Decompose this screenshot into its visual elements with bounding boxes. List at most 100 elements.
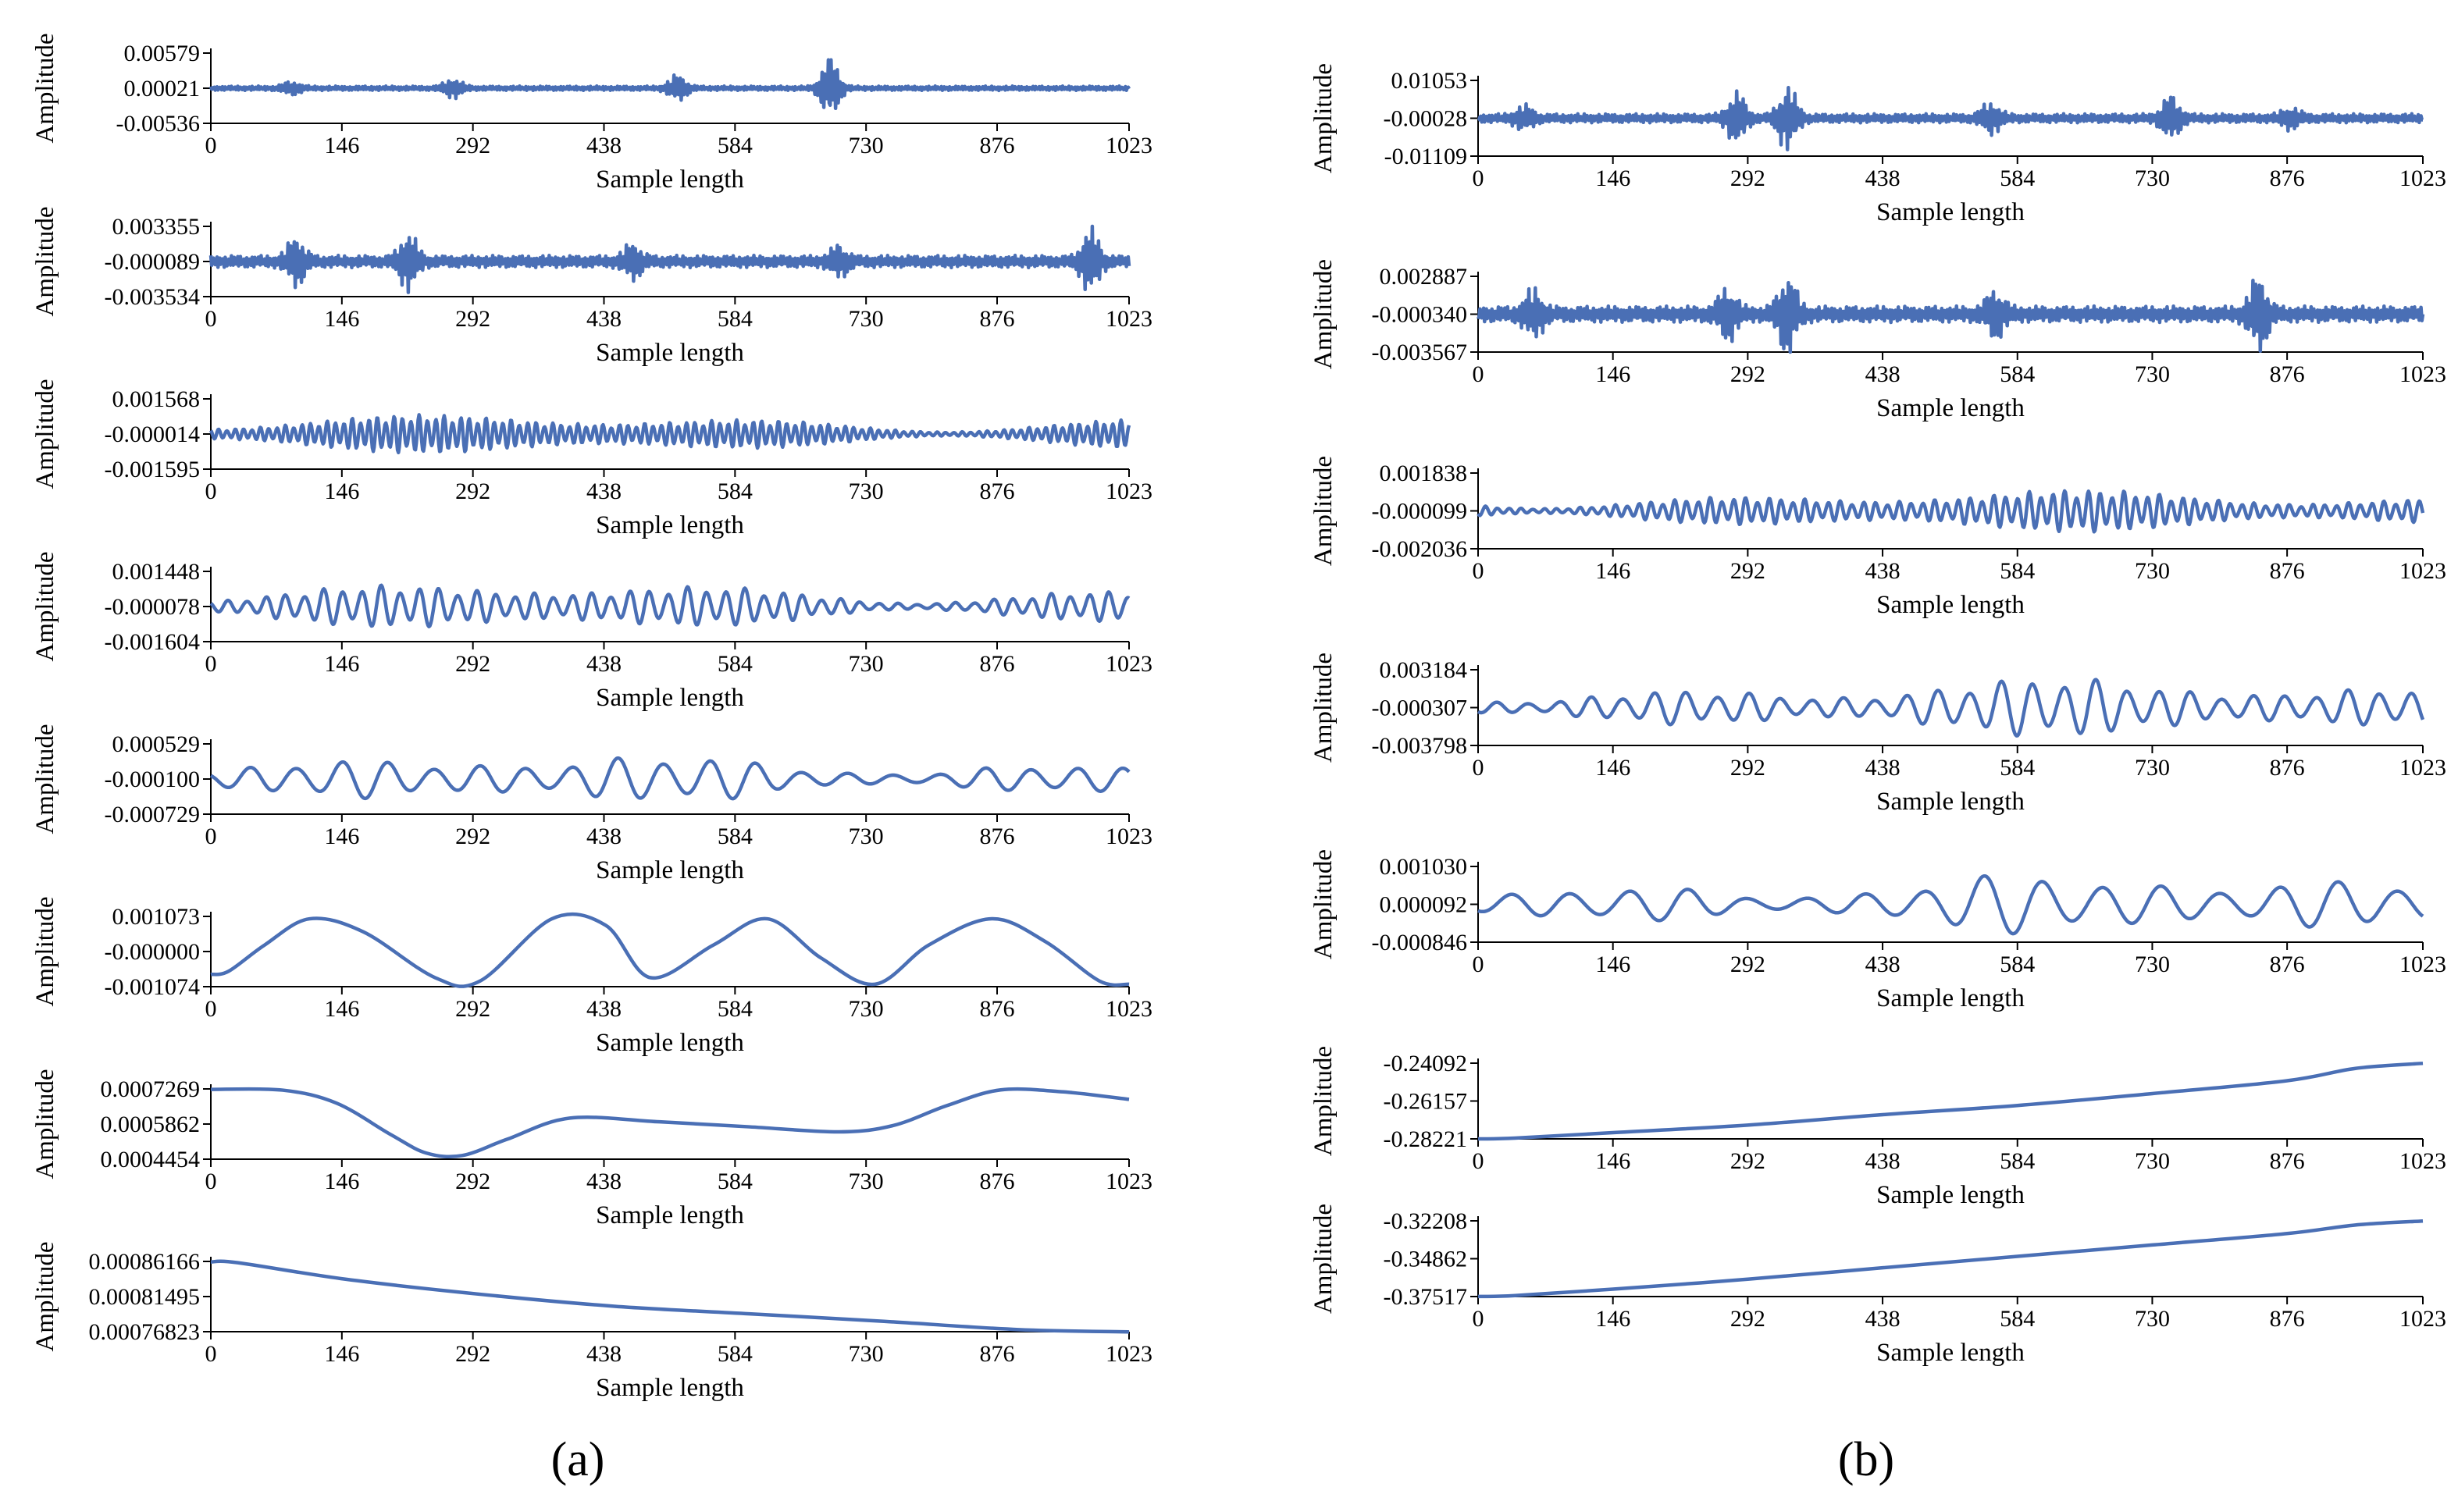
y-tick-label: -0.001074 [105,974,201,1000]
series-line-1 [210,1087,1130,1159]
y-axis-title: Amplitude [1309,1204,1338,1314]
x-tick-label: 146 [324,306,359,332]
y-tick-label: 0.00021 [124,76,201,101]
y-tick-label: -0.000078 [105,594,201,620]
x-tick-label: 0 [1473,1148,1484,1174]
x-tick-label: 0 [205,996,217,1022]
x-tick-label: 0 [205,1169,217,1194]
x-tick-label: 876 [2270,1148,2305,1174]
x-tick-label: 876 [2270,755,2305,781]
x-tick-label: 1023 [1106,1169,1152,1194]
x-tick-label: 438 [1865,361,1900,387]
x-tick-label: 730 [849,479,884,504]
y-axis-title: Amplitude [31,1241,59,1351]
x-tick-label: 146 [1595,1306,1630,1332]
x-tick-label: 584 [718,306,753,332]
y-tick-label: -0.001604 [105,629,201,655]
x-tick-label: 730 [849,306,884,332]
y-axis-title: Amplitude [31,206,59,316]
x-axis-title: Sample length [596,1374,744,1402]
y-tick-label: 0.000092 [1380,892,1468,918]
x-tick-label: 146 [1595,165,1630,191]
y-tick-label: -0.37517 [1384,1284,1468,1310]
series-line-1 [208,224,1131,294]
y-tick-label: 0.0004454 [101,1147,201,1172]
x-tick-label: 292 [1730,361,1765,387]
y-tick-label: 0.001838 [1380,461,1468,486]
y-tick-label: -0.000846 [1372,930,1468,955]
x-tick-label: 730 [849,1169,884,1194]
x-tick-label: 292 [1730,558,1765,584]
x-tick-label: 438 [586,996,622,1022]
y-tick-label: -0.000307 [1372,696,1468,721]
x-tick-label: 292 [455,651,490,677]
x-tick-label: 584 [2000,952,2035,977]
y-tick-label: 0.001448 [112,559,201,585]
x-tick-label: 438 [586,824,622,849]
x-tick-label: 438 [586,306,622,332]
x-tick-label: 438 [586,1341,622,1367]
x-axis-title: Sample length [1876,198,2025,226]
x-tick-label: 292 [1730,1306,1765,1332]
y-tick-label: 0.00081495 [89,1284,201,1310]
y-axis-title: Amplitude [1309,63,1338,173]
x-tick-label: 292 [1730,952,1765,977]
x-tick-label: 1023 [1106,133,1152,158]
x-axis-title: Sample length [596,339,744,367]
x-tick-label: 584 [718,996,753,1022]
x-tick-label: 438 [586,479,622,504]
x-tick-label: 876 [2270,558,2305,584]
x-tick-label: 1023 [2399,558,2446,584]
y-tick-label: -0.000089 [105,249,201,275]
series-line-1 [209,583,1131,628]
x-tick-label: 0 [1473,558,1484,584]
y-tick-label: -0.001595 [105,457,201,482]
x-axis-title: Sample length [596,684,744,712]
x-tick-label: 438 [1865,558,1900,584]
x-tick-label: 730 [2135,165,2170,191]
x-axis-title: Sample length [1876,591,2025,619]
x-tick-label: 0 [205,479,217,504]
x-tick-label: 584 [2000,361,2035,387]
x-tick-label: 1023 [2399,755,2446,781]
series-line-1 [1477,489,2425,534]
x-tick-label: 584 [2000,1148,2035,1174]
series-line-1 [209,756,1131,801]
y-tick-label: 0.00579 [124,41,201,66]
y-tick-label: 0.000529 [112,731,201,757]
x-tick-label: 730 [849,651,884,677]
y-tick-label: 0.0005862 [101,1112,201,1137]
y-axis-title: Amplitude [1309,849,1338,959]
y-tick-label: -0.003798 [1372,733,1468,759]
x-tick-label: 1023 [1106,824,1152,849]
x-tick-label: 146 [324,651,359,677]
x-tick-label: 0 [205,651,217,677]
x-tick-label: 584 [718,479,753,504]
x-tick-label: 0 [205,133,217,158]
series-line-1 [210,1259,1130,1334]
y-tick-label: -0.003534 [105,284,201,310]
x-tick-label: 584 [2000,558,2035,584]
y-tick-label: 0.001030 [1380,854,1468,880]
y-axis-title: Amplitude [1309,456,1338,566]
x-tick-label: 584 [2000,1306,2035,1332]
x-tick-label: 1023 [2399,1148,2446,1174]
x-axis-title: Sample length [1876,984,2025,1012]
x-tick-label: 730 [2135,755,2170,781]
x-tick-label: 584 [718,824,753,849]
y-tick-label: -0.000340 [1372,302,1468,328]
y-tick-label: 0.00076823 [89,1319,201,1345]
x-tick-label: 438 [1865,165,1900,191]
x-tick-label: 876 [980,996,1015,1022]
x-tick-label: 1023 [2399,165,2446,191]
x-tick-label: 876 [980,479,1015,504]
x-tick-label: 584 [2000,755,2035,781]
x-axis-title: Sample length [1876,1339,2025,1367]
